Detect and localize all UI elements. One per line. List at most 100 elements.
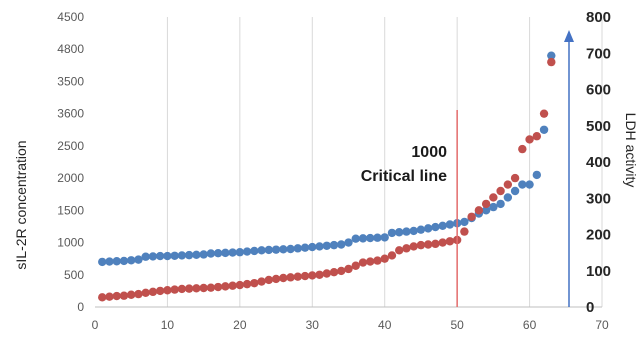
right-y-tick-label: 400 — [586, 154, 611, 171]
data-point-series-1 — [395, 228, 404, 237]
left-axis-title: sIL-2R concentration — [13, 140, 29, 269]
data-point-series-1 — [105, 257, 114, 266]
data-point-series-1 — [547, 51, 556, 60]
data-point-series-1 — [184, 250, 194, 260]
x-axis-ticks: 0 10 20 30 40 50 60 70 — [92, 318, 609, 332]
data-point-series-2 — [192, 284, 201, 293]
data-point-series-2 — [293, 272, 302, 281]
data-point-series-1 — [351, 234, 360, 243]
left-y-tick-label: 2500 — [57, 139, 84, 153]
left-y-tick-label: 4800 — [57, 42, 84, 56]
right-y-tick-label: 600 — [586, 82, 611, 99]
data-point-series-2 — [409, 242, 418, 251]
data-point-series-2 — [366, 257, 375, 266]
data-point-series-1 — [279, 245, 288, 254]
right-axis-title: LDH activity — [623, 113, 639, 188]
data-point-series-2 — [264, 275, 274, 285]
data-point-series-1 — [445, 220, 455, 229]
data-point-series-1 — [380, 233, 389, 242]
data-point-series-2 — [228, 281, 237, 290]
data-point-series-2 — [170, 285, 179, 294]
x-tick-label: 10 — [161, 318, 175, 332]
data-point-series-1 — [293, 244, 302, 253]
left-y-tick-label: 1500 — [57, 203, 84, 217]
data-point-series-1 — [460, 217, 469, 227]
data-point-series-2 — [496, 186, 505, 196]
data-point-series-1 — [489, 202, 498, 212]
data-point-series-2 — [474, 206, 484, 215]
data-point-series-2 — [119, 291, 129, 300]
data-point-series-2 — [199, 283, 208, 293]
data-point-series-1 — [344, 238, 353, 247]
x-tick-label: 0 — [92, 318, 99, 332]
data-point-series-2 — [337, 266, 346, 276]
data-point-series-2 — [380, 254, 389, 263]
data-point-series-1 — [329, 240, 339, 250]
data-point-series-1 — [496, 199, 505, 209]
data-point-series-1 — [322, 241, 331, 250]
x-tick-label: 20 — [233, 318, 247, 332]
data-point-series-1 — [119, 256, 129, 266]
data-point-series-2 — [489, 193, 498, 202]
left-y-tick-label: 0 — [77, 300, 84, 314]
data-point-series-1 — [163, 251, 172, 261]
right-y-tick-label: 700 — [586, 45, 611, 62]
data-point-series-1 — [337, 240, 346, 249]
annotation-value: 1000 — [411, 144, 447, 161]
data-point-series-2 — [387, 251, 397, 260]
data-point-series-2 — [279, 273, 288, 283]
data-point-series-2 — [518, 144, 527, 154]
data-point-series-2 — [532, 132, 542, 141]
right-y-tick-label: 800 — [586, 9, 611, 26]
x-tick-label: 40 — [378, 318, 392, 332]
data-point-series-1 — [127, 256, 136, 265]
data-point-series-2 — [206, 283, 216, 292]
data-point-series-1 — [98, 257, 107, 267]
data-point-series-2 — [112, 291, 121, 301]
data-point-series-1 — [148, 252, 158, 261]
data-point-series-2 — [431, 239, 440, 249]
data-point-series-2 — [127, 290, 136, 299]
data-point-series-2 — [250, 278, 259, 288]
data-point-series-1 — [192, 250, 201, 259]
data-point-series-2 — [460, 227, 469, 236]
data-point-series-1 — [286, 244, 295, 254]
data-point-series-1 — [221, 248, 230, 258]
data-point-series-2 — [148, 287, 158, 297]
data-point-series-2 — [329, 268, 339, 277]
data-point-series-2 — [423, 240, 433, 249]
right-axis-arrow — [564, 30, 574, 42]
x-tick-label: 50 — [450, 318, 464, 332]
data-point-series-1 — [525, 180, 534, 189]
left-y-axis-ticks: 0 500 1000 1500 2000 2500 3600 3500 4800 4500 — [57, 10, 84, 314]
data-point-series-2 — [358, 258, 368, 267]
data-point-series-1 — [416, 225, 426, 234]
right-y-tick-label: 200 — [586, 227, 611, 244]
left-y-tick-label: 3500 — [57, 74, 84, 88]
data-point-series-2 — [510, 173, 520, 183]
left-y-tick-label: 4500 — [57, 10, 84, 24]
annotation-label: Critical line — [361, 168, 447, 185]
right-y-tick-label: 500 — [586, 118, 611, 135]
data-point-series-2 — [445, 237, 455, 246]
data-point-series-1 — [539, 125, 549, 134]
data-point-series-1 — [503, 193, 513, 202]
data-point-series-1 — [308, 242, 317, 252]
right-y-axis-ticks: 0 100 200 300 400 500 600 700 800 — [586, 9, 611, 316]
data-point-series-1 — [271, 245, 281, 254]
data-point-series-2 — [213, 282, 223, 292]
data-point-series-1 — [300, 243, 310, 252]
x-tick-label: 60 — [523, 318, 537, 332]
right-y-tick-label: 0 — [586, 299, 594, 316]
data-point-series-2 — [98, 293, 107, 302]
data-point-series-1 — [402, 227, 411, 236]
data-point-series-2 — [155, 286, 165, 296]
data-point-series-1 — [532, 170, 542, 180]
right-y-tick-label: 100 — [586, 263, 611, 280]
data-point-series-1 — [366, 233, 375, 243]
data-point-series-2 — [351, 261, 360, 270]
data-point-series-2 — [221, 282, 230, 291]
data-point-series-1 — [510, 186, 520, 196]
data-point-series-2 — [235, 280, 245, 290]
